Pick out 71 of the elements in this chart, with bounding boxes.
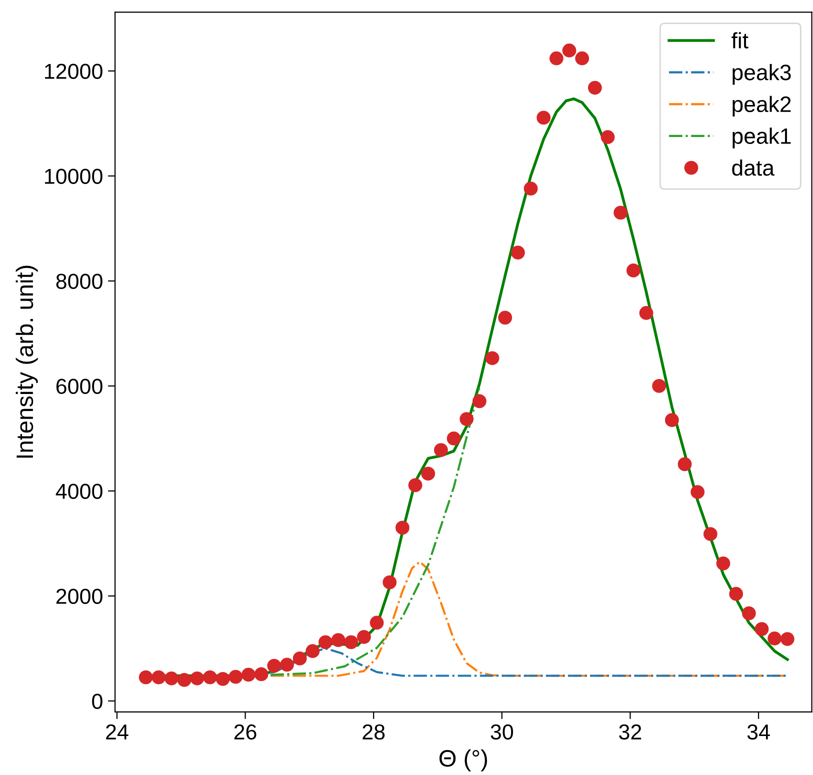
point [434,443,448,457]
point [306,644,320,658]
point [408,478,422,492]
y-tick-label: 6000 [56,378,102,394]
point [498,310,512,325]
point [292,652,307,666]
legend-label: fit [732,32,748,48]
point [216,672,230,686]
point [472,394,486,408]
point [331,633,346,648]
point [318,635,332,650]
point [729,586,744,601]
x-tick-label: 26 [234,724,256,740]
y-tick-label: 2000 [56,588,102,604]
point [703,527,718,541]
point [190,671,204,686]
point [588,80,602,95]
y-tick-label: 8000 [56,274,102,289]
point [460,412,474,426]
point [228,670,243,684]
point [177,673,192,687]
point [614,206,628,220]
point [396,520,410,535]
point [652,379,666,393]
point [138,670,153,684]
point [524,182,538,196]
point [370,616,384,630]
point [357,630,371,644]
point [664,413,679,428]
point [690,485,705,499]
point [626,264,640,278]
point [382,575,397,590]
point [344,635,358,650]
point [485,351,500,366]
y-tick-label: 12000 [45,64,102,79]
x-tick-label: 28 [362,724,385,740]
point [639,306,654,320]
y-axis-title: Intensity (arb. unit) [16,266,38,458]
point [280,658,294,672]
point [203,670,217,684]
y-tick-label: 4000 [56,484,102,499]
point [780,632,794,646]
point [678,457,692,472]
point [511,246,525,260]
y-tick-label: 10000 [45,168,102,184]
x-tick-label: 34 [747,724,770,740]
point [716,556,730,570]
point [600,130,615,144]
point [536,110,551,125]
point [242,668,256,682]
point [267,658,282,673]
x-tick-label: 24 [106,724,128,740]
point [152,670,166,684]
point [768,632,782,646]
point [446,432,461,446]
x-tick-label: 32 [619,724,642,740]
legend-label: peak2 [732,96,791,117]
point [742,606,756,620]
point [575,51,590,66]
x-axis-title: Θ (°) [439,749,487,772]
y-tick-label: 0 [92,694,102,709]
point [562,44,576,58]
point [164,671,178,686]
point [421,466,436,481]
x-tick-label: 30 [490,724,514,740]
legend-label: peak3 [732,64,791,85]
legend-label: peak1 [732,128,791,148]
legend-label: data [732,159,774,176]
point [549,51,564,66]
point [254,667,268,682]
point [754,622,769,636]
